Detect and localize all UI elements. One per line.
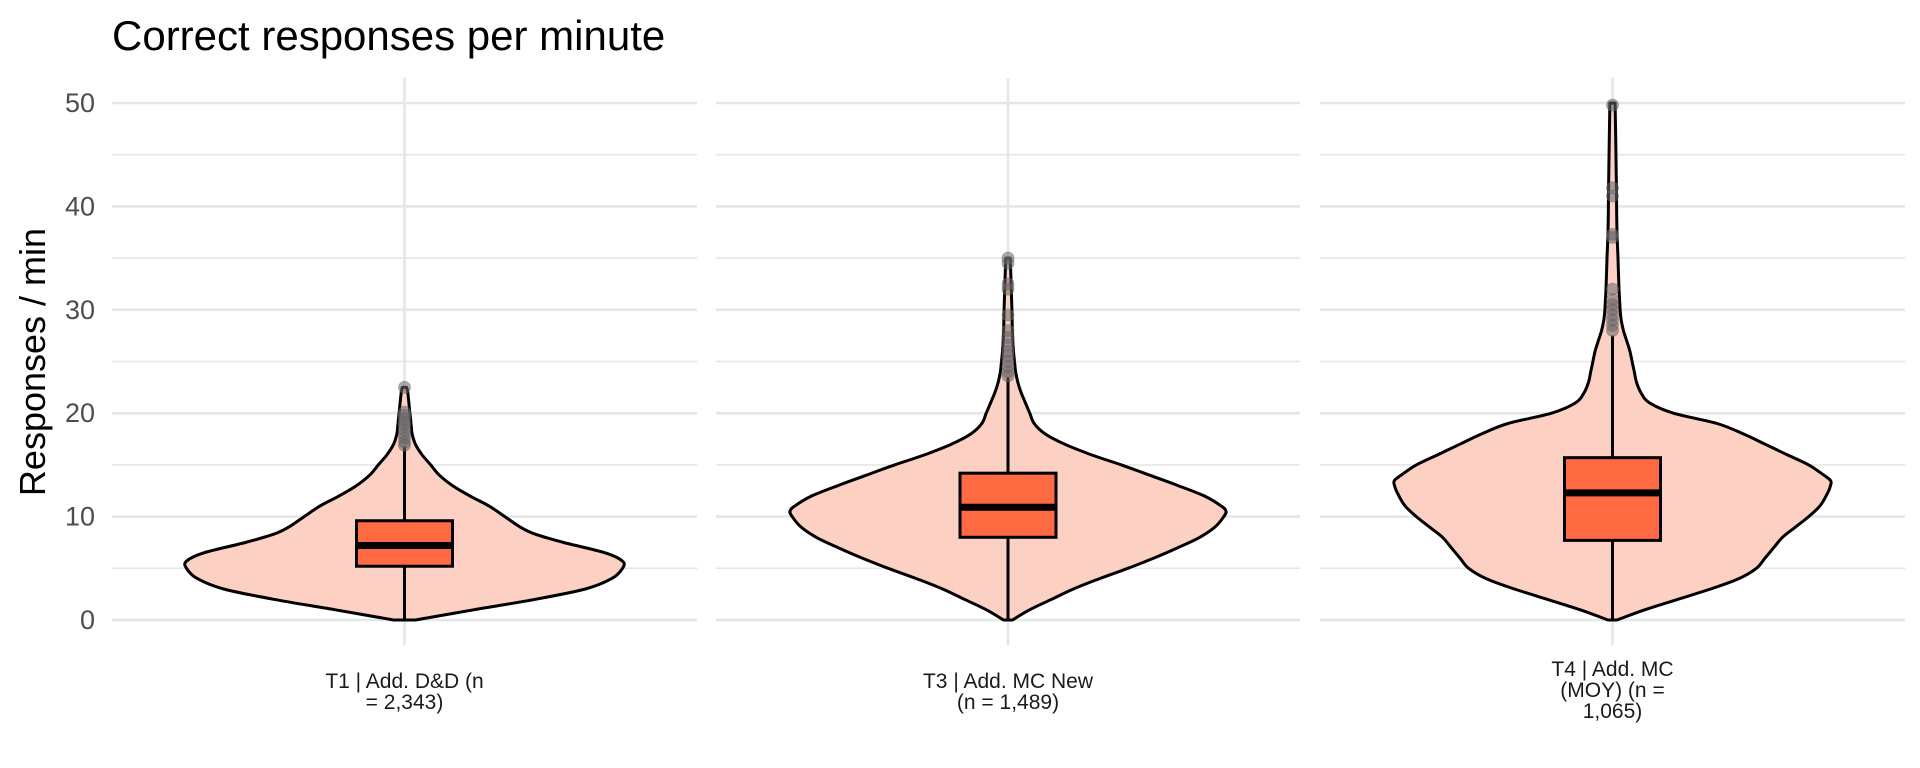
- x-tick-label: 1,065): [1583, 700, 1643, 723]
- x-tick-label: T4 | Add. MC: [1551, 658, 1673, 681]
- y-tick-label: 40: [65, 191, 95, 221]
- outlier-point: [1606, 98, 1619, 112]
- outlier-point: [1606, 282, 1619, 296]
- y-tick-label: 30: [65, 295, 95, 325]
- chart-title: Correct responses per minute: [112, 12, 665, 59]
- y-tick-label: 0: [80, 605, 95, 635]
- x-tick-label: (n = 1,489): [957, 691, 1059, 714]
- x-tick-label: T3 | Add. MC New: [923, 670, 1094, 693]
- outlier-point: [1001, 251, 1015, 265]
- outlier-point: [1001, 277, 1015, 291]
- outlier-point: [1001, 323, 1015, 337]
- outlier-point: [398, 405, 411, 419]
- x-tick-label: = 2,343): [366, 691, 444, 714]
- outlier-point: [1001, 308, 1015, 322]
- outlier-point: [1606, 181, 1619, 195]
- y-tick-label: 50: [65, 88, 95, 118]
- violin-panel: T1 | Add. D&D (n= 2,343): [112, 78, 697, 714]
- y-tick-label: 10: [65, 502, 95, 532]
- y-axis-label: Responses / min: [12, 228, 53, 496]
- outlier-point: [398, 380, 411, 394]
- panels-layer: T1 | Add. D&D (n= 2,343)T3 | Add. MC New…: [112, 78, 1905, 723]
- x-tick-label: T1 | Add. D&D (n: [325, 670, 483, 693]
- box-iqr: [1563, 456, 1662, 542]
- y-tick-label: 20: [65, 398, 95, 428]
- violin-panel: T4 | Add. MC(MOY) (n =1,065): [1320, 78, 1905, 723]
- violin-panel: T3 | Add. MC New(n = 1,489): [716, 78, 1300, 714]
- outlier-point: [1606, 227, 1619, 241]
- x-tick-label: (MOY) (n =: [1560, 679, 1664, 702]
